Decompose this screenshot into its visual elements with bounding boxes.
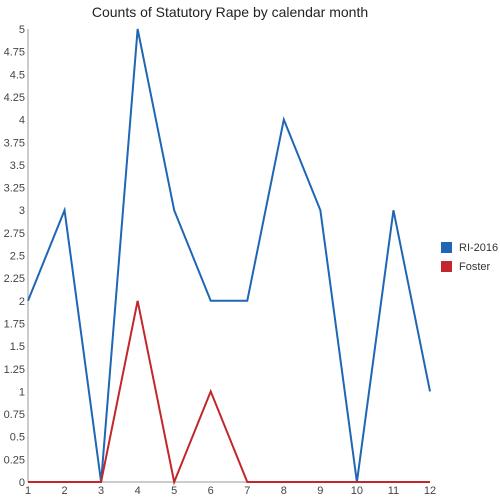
y-tick-label: 2: [19, 296, 25, 308]
x-tick-label: 9: [317, 485, 323, 497]
x-tick-label: 4: [135, 485, 141, 497]
x-tick-label: 10: [351, 485, 363, 497]
x-tick-label: 8: [281, 485, 287, 497]
x-tick-label: 2: [61, 485, 67, 497]
y-tick-label: 0: [19, 477, 25, 489]
x-tick-label: 12: [424, 485, 436, 497]
legend-item-ri-2016: RI-2016: [441, 238, 498, 257]
x-tick-label: 11: [388, 485, 399, 497]
y-tick-label: 4: [19, 115, 25, 127]
x-axis-ticks: 1 2 3 4 5 6 7 8 9 10 11 12: [25, 485, 436, 497]
y-tick-label: 1.25: [4, 364, 25, 376]
legend-swatch: [441, 261, 452, 272]
y-tick-label: 2.25: [4, 273, 25, 285]
y-tick-label: 0.5: [10, 432, 25, 444]
series-line-foster: [28, 300, 430, 486]
legend-label: RI-2016: [459, 241, 499, 254]
chart-title: Counts of Statutory Rape by calendar mon…: [91, 4, 369, 20]
legend-swatch: [441, 242, 452, 253]
y-tick-label: 0.25: [4, 454, 25, 466]
y-tick-label: 5: [19, 24, 25, 36]
y-tick-label: 4.25: [4, 92, 25, 104]
y-tick-label: 3.75: [4, 137, 25, 149]
x-tick-label: 3: [98, 485, 104, 497]
y-tick-label: 1: [19, 386, 25, 398]
series-line-ri-2016: [27, 28, 431, 483]
x-tick-label: 1: [25, 485, 31, 497]
legend: RI-2016 Foster: [441, 238, 498, 276]
series-lines: [27, 28, 431, 486]
y-tick-label: 2.5: [10, 251, 25, 263]
y-axis-ticks: 0 0.25 0.5 0.75 1 1.25 1.5 1.75 2 2.25 2.5 2.75 3 3.2…: [4, 24, 25, 489]
y-tick-label: 2.75: [4, 228, 25, 240]
x-tick-label: 5: [171, 485, 177, 497]
y-tick-label: 3: [19, 205, 25, 217]
y-tick-label: 1.75: [4, 318, 25, 330]
y-tick-label: 0.75: [4, 409, 25, 421]
y-tick-label: 3.5: [10, 160, 25, 172]
y-tick-label: 1.5: [10, 341, 25, 353]
x-tick-label: 7: [244, 485, 250, 497]
y-tick-label: 4.5: [10, 69, 25, 81]
legend-item-foster: Foster: [441, 257, 498, 276]
x-tick-label: 6: [208, 485, 214, 497]
y-tick-label: 4.75: [4, 47, 25, 59]
legend-label: Foster: [459, 260, 491, 273]
y-tick-label: 3.25: [4, 183, 25, 195]
